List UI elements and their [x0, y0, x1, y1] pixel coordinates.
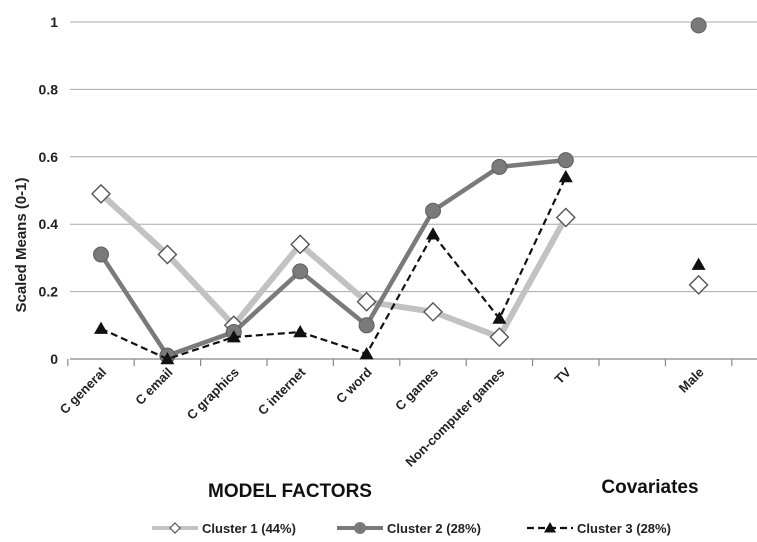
data-point-cluster-3 [226, 330, 241, 343]
legend-label: Cluster 3 (28%) [577, 521, 671, 536]
data-point-cluster-3 [94, 321, 108, 334]
data-point-cluster-3 [160, 352, 175, 365]
data-point-cluster-1 [356, 291, 377, 312]
x-tick-labels: C general C email C graphics C internet C wo… [57, 364, 707, 470]
data-point-cluster-2 [690, 17, 707, 34]
data-point-cluster-2 [491, 158, 508, 175]
x-tick-label: C word [333, 364, 375, 406]
series-line-cluster-3 [100, 176, 567, 361]
y-tick-label: 0.8 [39, 81, 59, 97]
legend-label: Cluster 2 (28%) [387, 521, 481, 536]
x-tick-label: C internet [255, 364, 309, 418]
legend-item-cluster-1: Cluster 1 (44%) [152, 521, 296, 536]
legend-marker [354, 522, 366, 534]
data-point-cluster-1 [688, 274, 709, 295]
group-label-model-factors: MODEL FACTORS [208, 481, 372, 502]
data-point-cluster-3 [691, 257, 706, 270]
x-tick-label: C general [57, 365, 110, 418]
y-tick-label: 0.2 [39, 284, 59, 300]
data-point-cluster-3 [558, 170, 573, 183]
data-point-cluster-2 [425, 202, 441, 219]
data-point-cluster-2 [292, 263, 309, 280]
series-cluster-3 [94, 170, 706, 365]
y-tick-label: 0.4 [39, 216, 59, 232]
data-point-cluster-3 [293, 325, 308, 338]
data-point-cluster-3 [426, 227, 440, 240]
x-tick-label: Male [676, 365, 707, 396]
legend-label: Cluster 1 (44%) [202, 521, 296, 536]
x-tick-label: C games [392, 365, 441, 414]
series-cluster-2 [93, 17, 707, 364]
group-label-covariates: Covariates [601, 477, 698, 498]
legend-marker [169, 522, 181, 534]
data-point-cluster-3 [492, 311, 507, 324]
y-axis-title: Scaled Means (0-1) [13, 177, 30, 312]
series-layer [91, 17, 709, 365]
data-point-cluster-2 [557, 152, 574, 169]
series-cluster-1 [91, 183, 709, 348]
data-point-cluster-1 [91, 183, 111, 204]
data-point-cluster-1 [489, 327, 510, 348]
data-point-cluster-2 [93, 246, 109, 263]
legend-marker [544, 522, 556, 533]
data-point-cluster-2 [358, 317, 375, 334]
series-line-cluster-1 [98, 191, 569, 341]
x-tick-label: TV [552, 364, 575, 387]
y-tick-label: 0.6 [39, 149, 59, 165]
y-tick-label: 0 [50, 351, 58, 367]
data-point-cluster-1 [423, 301, 443, 322]
legend-item-cluster-3: Cluster 3 (28%) [527, 521, 671, 536]
y-tick-labels: 0 0.2 0.4 0.6 0.8 1 [39, 14, 59, 367]
legend-item-cluster-2: Cluster 2 (28%) [337, 521, 481, 536]
x-tick-label: C email [132, 365, 175, 408]
x-axis [67, 358, 757, 366]
data-point-cluster-3 [359, 346, 374, 360]
data-point-cluster-1 [157, 244, 178, 265]
legend: Cluster 1 (44%) Cluster 2 (28%) Cluster 3 … [152, 521, 671, 536]
data-point-cluster-1 [555, 207, 576, 228]
data-point-cluster-1 [290, 234, 311, 255]
series-line-cluster-2 [99, 157, 567, 358]
y-tick-label: 1 [50, 14, 58, 30]
gridlines [70, 21, 757, 293]
x-tick-label: C graphics [184, 365, 242, 423]
